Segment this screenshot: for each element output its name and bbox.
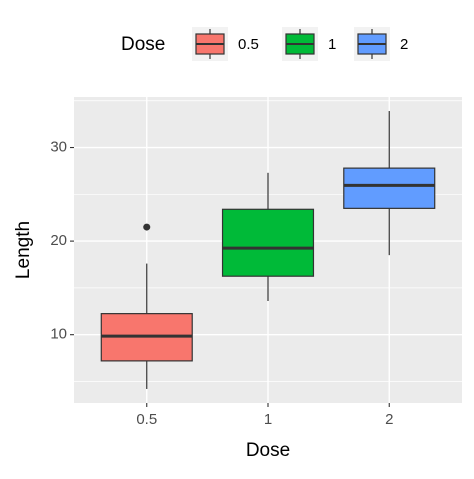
y-tick-label: 20 xyxy=(50,232,67,249)
box xyxy=(221,208,315,277)
outlier xyxy=(143,223,151,231)
box xyxy=(343,167,436,209)
legend-label: 1 xyxy=(328,36,336,53)
x-tick-label: 1 xyxy=(264,411,272,428)
legend-title: Dose xyxy=(121,34,165,55)
y-axis-title: Length xyxy=(13,221,34,279)
x-axis-title: Dose xyxy=(246,440,290,461)
legend-label: 0.5 xyxy=(238,36,259,53)
x-tick-label: 0.5 xyxy=(136,411,157,428)
x-tick-label: 2 xyxy=(385,411,393,428)
y-tick-label: 10 xyxy=(50,326,67,343)
y-tick-label: 30 xyxy=(50,139,67,156)
legend-label: 2 xyxy=(400,36,408,53)
